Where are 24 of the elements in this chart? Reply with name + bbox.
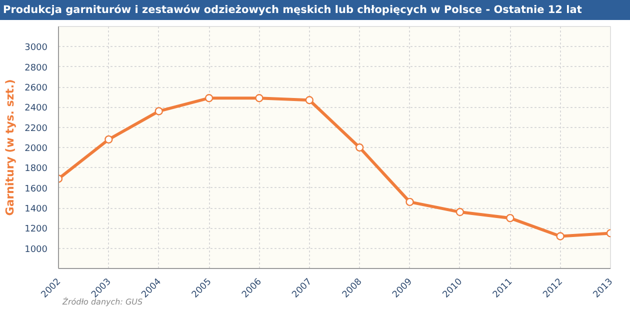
y-tick-label: 2600 — [24, 84, 48, 94]
text: Źródło danych: GUS — [62, 296, 143, 306]
y-tick-label: 1600 — [24, 184, 48, 194]
point — [305, 96, 314, 104]
point — [104, 135, 113, 144]
point — [154, 107, 163, 116]
y-tick-label: 1200 — [24, 224, 48, 235]
y-tick-label: 2200 — [24, 124, 48, 134]
chart-title: Produkcja garniturów i zestawów odzieżowych męskich lub chłopięcych w Polsce - Ostatnie 12 lat — [3, 3, 582, 18]
y-tick-label: 3000 — [24, 43, 48, 54]
y-tick-label: 2800 — [24, 63, 48, 74]
y-axis-title: Garnitury (w tys. szt.) — [4, 79, 17, 216]
point — [204, 94, 214, 102]
point — [255, 94, 264, 102]
y-tick-label: 1400 — [24, 204, 48, 214]
point — [355, 143, 364, 152]
y-tick-label: 1800 — [24, 164, 48, 174]
y-tick-label: 2000 — [24, 144, 48, 154]
y-tick-label: 2400 — [24, 104, 48, 114]
point — [556, 232, 564, 240]
point — [406, 198, 414, 206]
point — [506, 214, 514, 222]
y-tick-label: 1000 — [24, 244, 48, 255]
point — [456, 208, 464, 216]
